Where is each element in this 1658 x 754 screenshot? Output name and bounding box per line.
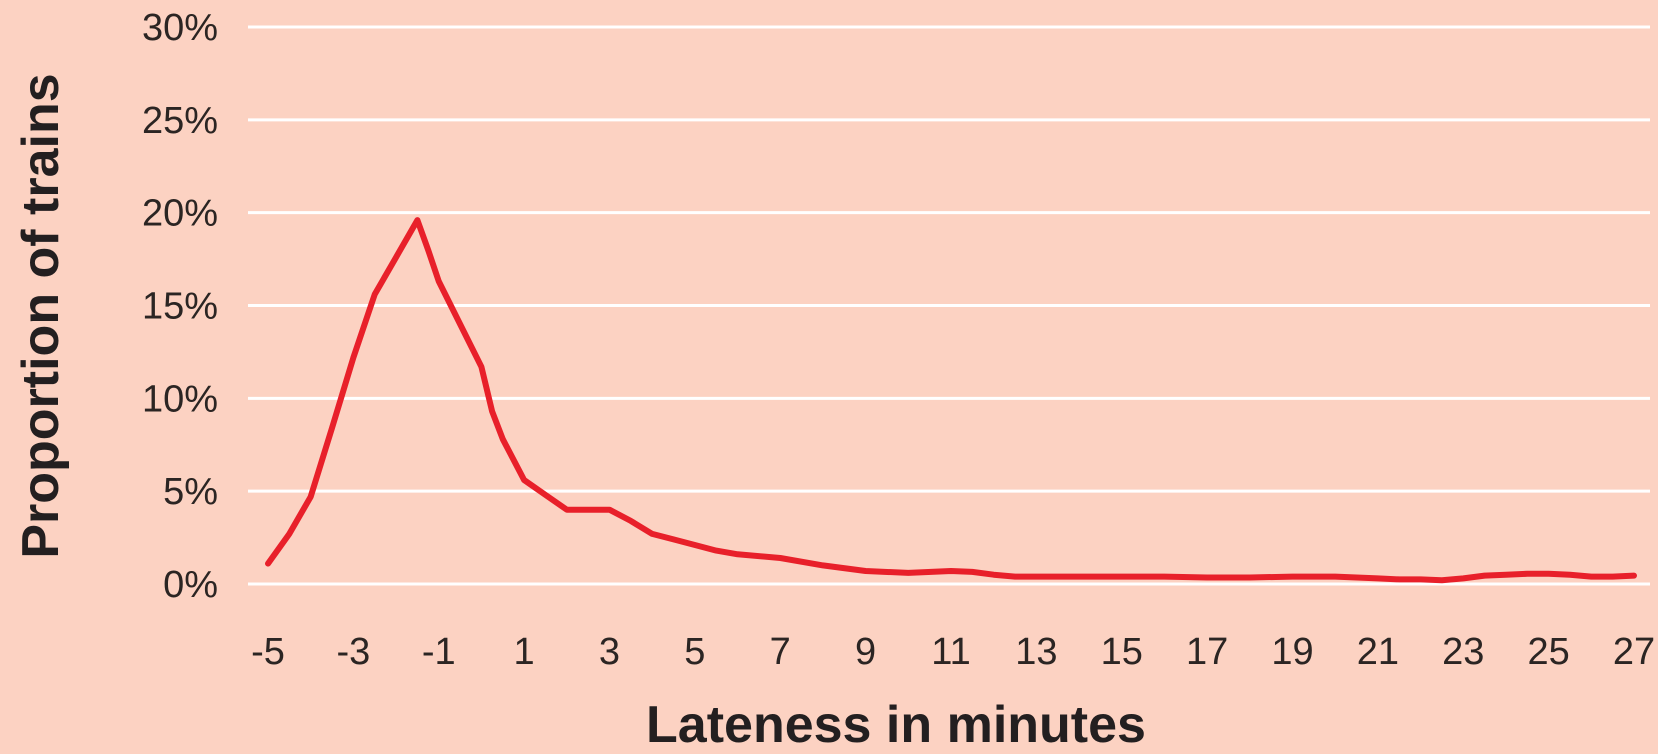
x-tick-label: 11 [931, 631, 970, 673]
y-axis-title: Proportion of trains [12, 73, 70, 558]
x-tick-label: 23 [1442, 631, 1484, 673]
x-tick-label: 15 [1101, 631, 1143, 673]
y-tick-label: 10% [142, 378, 218, 420]
x-tick-label: 9 [855, 631, 876, 673]
x-tick-label: 1 [514, 631, 535, 673]
x-tick-label: 21 [1357, 631, 1399, 673]
y-tick-label: 5% [163, 471, 218, 513]
series-line [265, 217, 1637, 584]
gridlines [248, 25, 1650, 586]
x-tick-label: -3 [336, 631, 370, 673]
x-tick-label: 7 [770, 631, 791, 673]
y-tick-label: 15% [142, 286, 218, 328]
y-tick-label: 20% [142, 193, 218, 235]
x-tick-label: 19 [1271, 631, 1313, 673]
x-tick-label: 13 [1015, 631, 1057, 673]
x-tick-label: 17 [1186, 631, 1228, 673]
y-axis-ticks: 0% 5% 10% 15% 20% 25% 30% [142, 7, 218, 606]
x-tick-label: 25 [1527, 631, 1569, 673]
series-layer [265, 217, 1637, 584]
y-tick-label: 25% [142, 100, 218, 142]
x-tick-label: 27 [1613, 631, 1655, 673]
x-tick-label: 3 [599, 631, 620, 673]
x-tick-label: -5 [251, 631, 285, 673]
x-tick-label: -1 [422, 631, 456, 673]
y-tick-label: 0% [163, 564, 218, 606]
y-tick-label: 30% [142, 7, 218, 49]
x-axis-ticks: -5 -3 -1 1 3 5 7 9 11 13 15 17 19 21 23 25 27 [251, 631, 1655, 673]
x-axis-title: Lateness in minutes [646, 696, 1146, 754]
x-tick-label: 5 [684, 631, 705, 673]
